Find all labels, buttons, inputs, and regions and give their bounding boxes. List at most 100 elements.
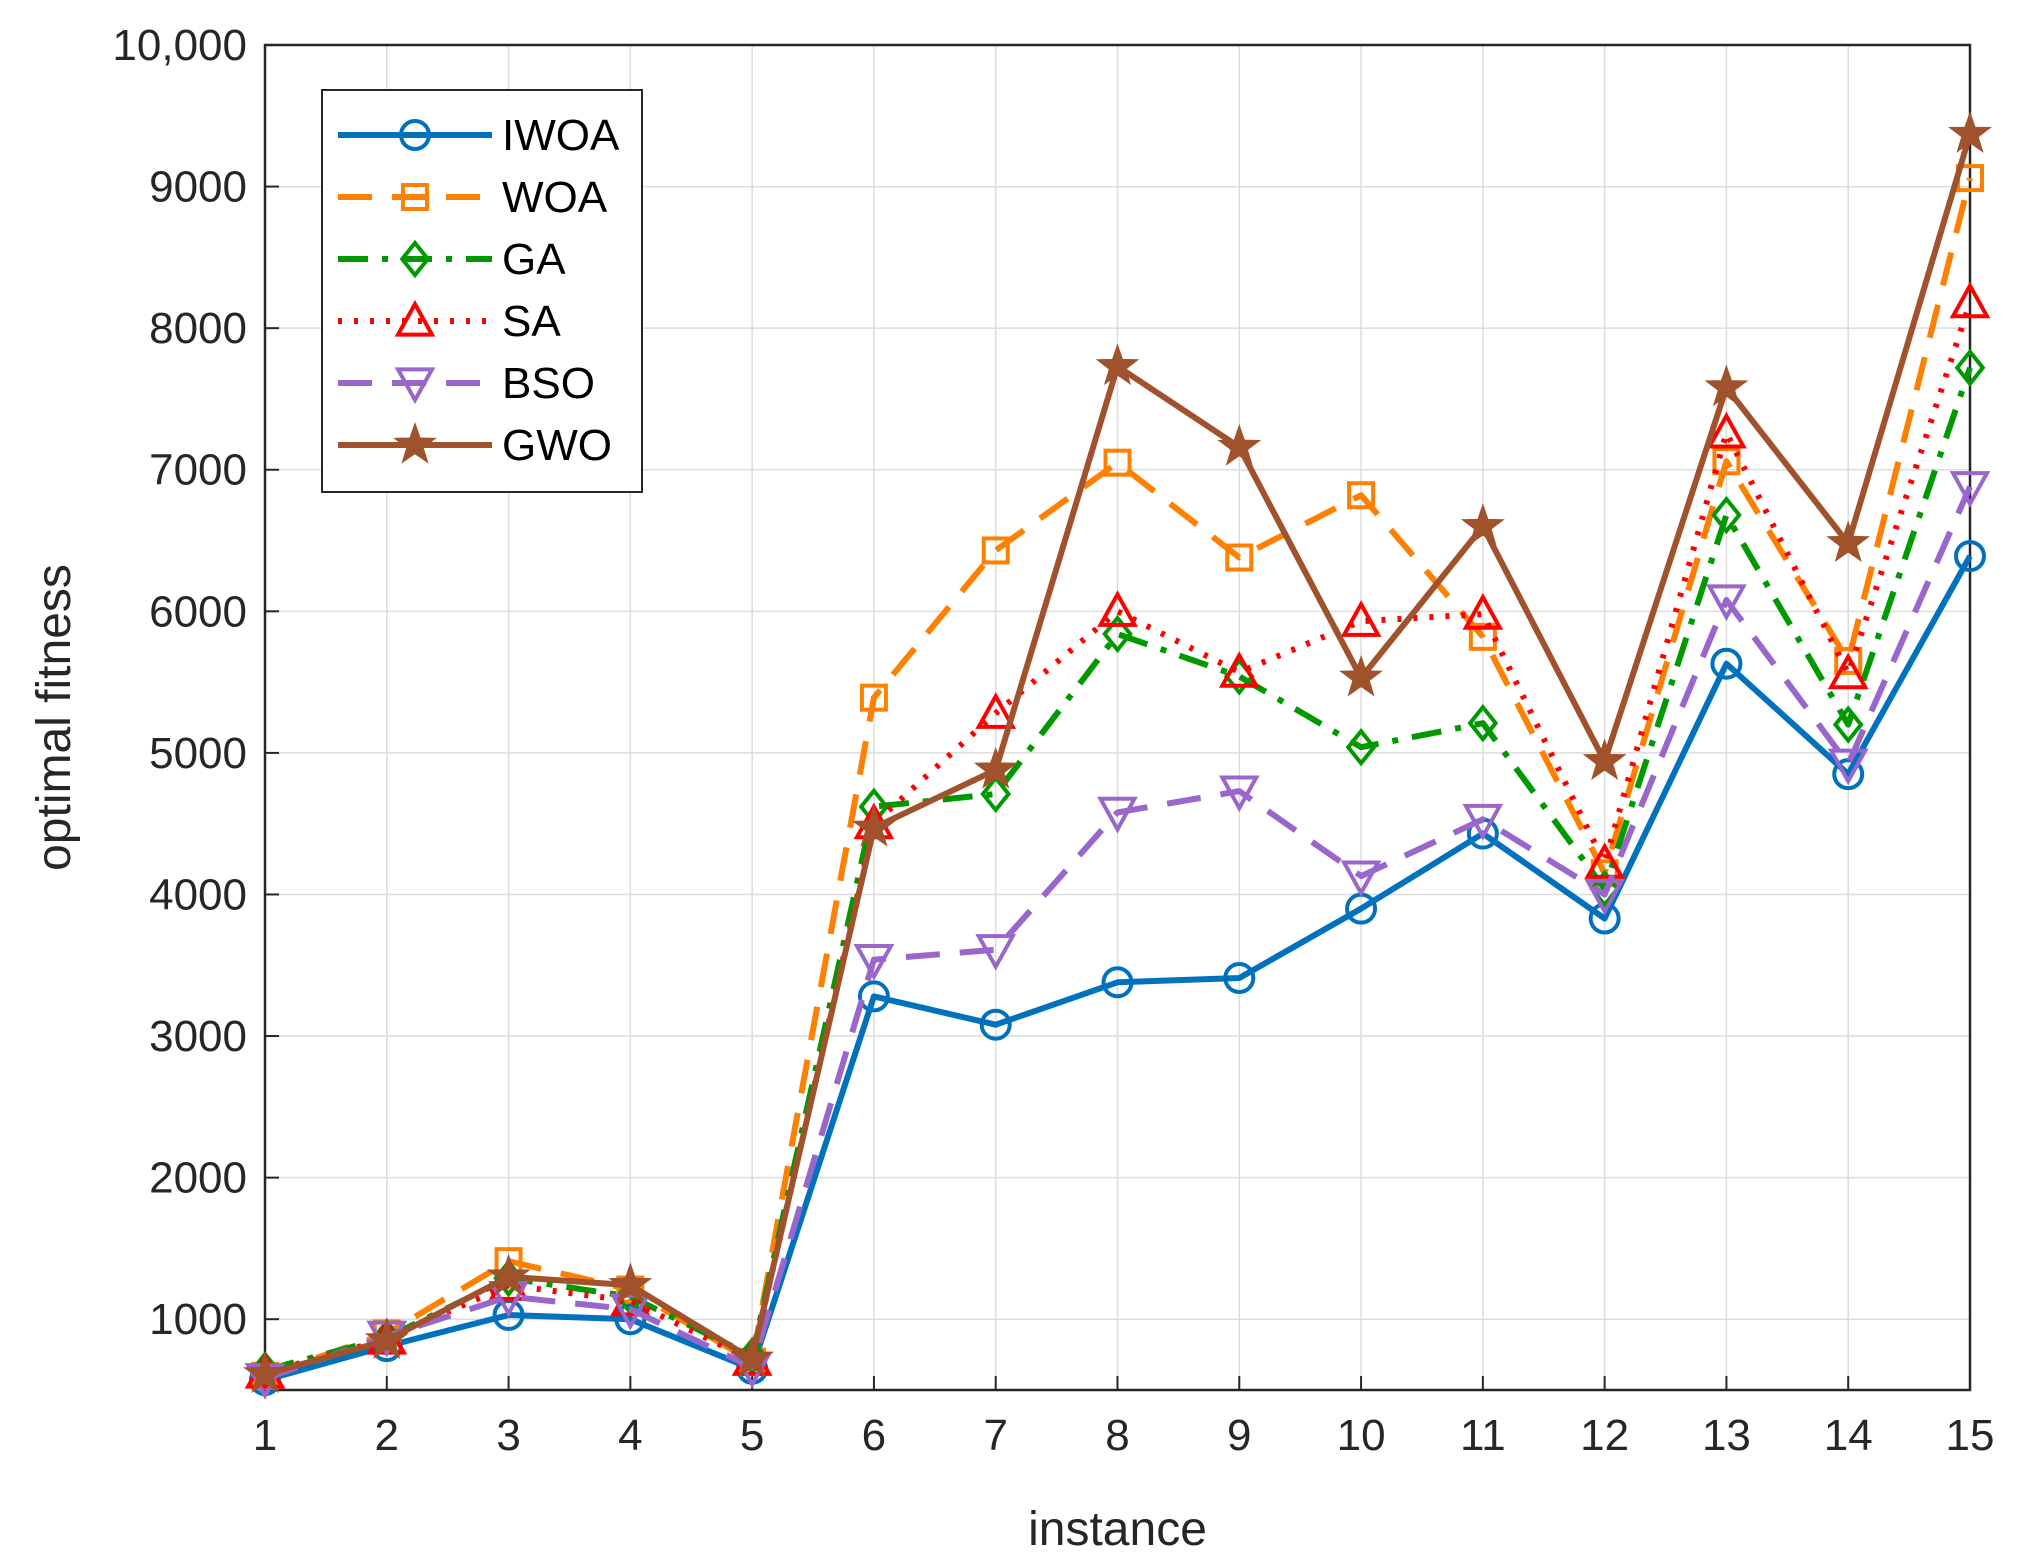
axis-ticks: 1 2 3 4 5 6 7 8 9 10 11 12 13 14 151000200030004000500… — [112, 21, 1994, 1460]
y-tick-label: 10,000 — [112, 21, 247, 70]
y-tick-label: 8000 — [149, 304, 247, 353]
point-gwo — [1948, 111, 1992, 153]
point-gwo — [1095, 343, 1140, 386]
series-line-ga — [264, 366, 1973, 1374]
legend: IWOA WOA GA SA BSO GWO — [321, 89, 643, 493]
point-sa — [975, 692, 1017, 729]
point-sa — [1340, 600, 1382, 637]
point-gwo — [1460, 503, 1505, 545]
y-tick-label: 2000 — [149, 1154, 247, 1203]
point-woa — [1834, 646, 1863, 675]
point-woa — [1225, 543, 1254, 572]
x-tick-label: 5 — [740, 1411, 764, 1460]
point-bso — [1340, 860, 1382, 898]
point-gwo — [1582, 738, 1627, 781]
x-tick-label: 7 — [983, 1411, 1007, 1460]
legend-marker-bso — [394, 367, 436, 405]
legend-marker-gwo — [393, 421, 437, 464]
point-bso — [1218, 775, 1260, 813]
point-bso — [1097, 796, 1138, 834]
point-bso — [1827, 748, 1869, 786]
series-line-iwoa — [264, 554, 1973, 1383]
x-tick-label: 1 — [253, 1411, 277, 1460]
point-gwo — [1339, 654, 1384, 697]
point-gwo — [1217, 424, 1262, 466]
point-woa — [1103, 448, 1132, 477]
point-iwoa — [1710, 647, 1743, 680]
point-gwo — [608, 1262, 653, 1304]
point-sa — [1949, 281, 1991, 319]
legend-box — [321, 89, 643, 493]
point-sa — [1097, 590, 1138, 627]
point-gwo — [486, 1253, 531, 1296]
point-sa — [1462, 593, 1504, 630]
x-tick-label: 10 — [1337, 1411, 1386, 1460]
legend-marker-ga — [399, 239, 431, 279]
legend-label-ga: GA — [502, 235, 566, 284]
point-ga — [1711, 495, 1742, 535]
point-iwoa — [857, 980, 890, 1013]
legend-label-sa: SA — [502, 297, 561, 346]
series-iwoa — [249, 540, 1986, 1397]
point-bso — [1462, 803, 1504, 841]
point-woa — [859, 683, 888, 712]
point-woa — [981, 536, 1010, 565]
point-ga — [1467, 703, 1499, 743]
point-iwoa — [492, 1298, 525, 1331]
y-tick-label: 9000 — [149, 163, 247, 212]
y-tick-label: 5000 — [149, 729, 247, 778]
x-tick-label: 3 — [496, 1411, 520, 1460]
point-gwo — [730, 1335, 775, 1378]
y-tick-label: 6000 — [149, 587, 247, 636]
point-sa — [1706, 411, 1747, 449]
point-ga — [1102, 614, 1133, 654]
legend-label-woa: WOA — [502, 173, 608, 222]
y-tick-label: 1000 — [149, 1295, 247, 1344]
point-woa — [1468, 622, 1497, 651]
point-ga — [980, 774, 1012, 814]
y-axis-label: optimal fitness — [28, 564, 81, 871]
x-tick-label: 14 — [1824, 1411, 1873, 1460]
point-bso — [1949, 471, 1991, 508]
point-woa — [1347, 481, 1376, 510]
point-bso — [609, 1293, 651, 1331]
x-tick-label: 8 — [1105, 1411, 1129, 1460]
series-gwo — [243, 111, 1992, 1394]
x-tick-label: 15 — [1946, 1411, 1995, 1460]
x-tick-label: 2 — [375, 1411, 399, 1460]
point-gwo — [851, 804, 896, 847]
y-tick-label: 3000 — [149, 1012, 247, 1061]
point-bso — [853, 944, 895, 981]
legend-marker-iwoa — [399, 119, 431, 151]
x-tick-label: 6 — [862, 1411, 886, 1460]
point-gwo — [1704, 364, 1749, 407]
point-bso — [1706, 584, 1747, 622]
y-tick-label: 4000 — [149, 870, 247, 919]
point-ga — [1954, 348, 1986, 388]
legend-marker-sa — [394, 299, 436, 337]
point-sa — [1218, 651, 1260, 688]
point-gwo — [364, 1317, 409, 1360]
point-bso — [975, 934, 1017, 971]
legend-label-bso: BSO — [502, 359, 595, 408]
point-gwo — [973, 746, 1018, 789]
legend-label-iwoa: IWOA — [502, 111, 620, 160]
series-group — [243, 111, 1992, 1400]
y-tick-label: 7000 — [149, 446, 247, 495]
point-woa — [1712, 447, 1741, 476]
x-tick-label: 9 — [1227, 1411, 1251, 1460]
point-iwoa — [1101, 966, 1134, 999]
point-iwoa — [1832, 758, 1865, 791]
point-ga — [1345, 728, 1377, 767]
point-iwoa — [1223, 962, 1256, 995]
point-ga — [1589, 869, 1621, 909]
point-sa — [1584, 842, 1626, 879]
point-bso — [1584, 878, 1626, 916]
point-gwo — [243, 1351, 287, 1394]
x-tick-label: 12 — [1580, 1411, 1629, 1460]
x-tick-label: 4 — [618, 1411, 642, 1460]
x-axis-label: instance — [1028, 1503, 1207, 1556]
point-sa — [1827, 652, 1869, 690]
